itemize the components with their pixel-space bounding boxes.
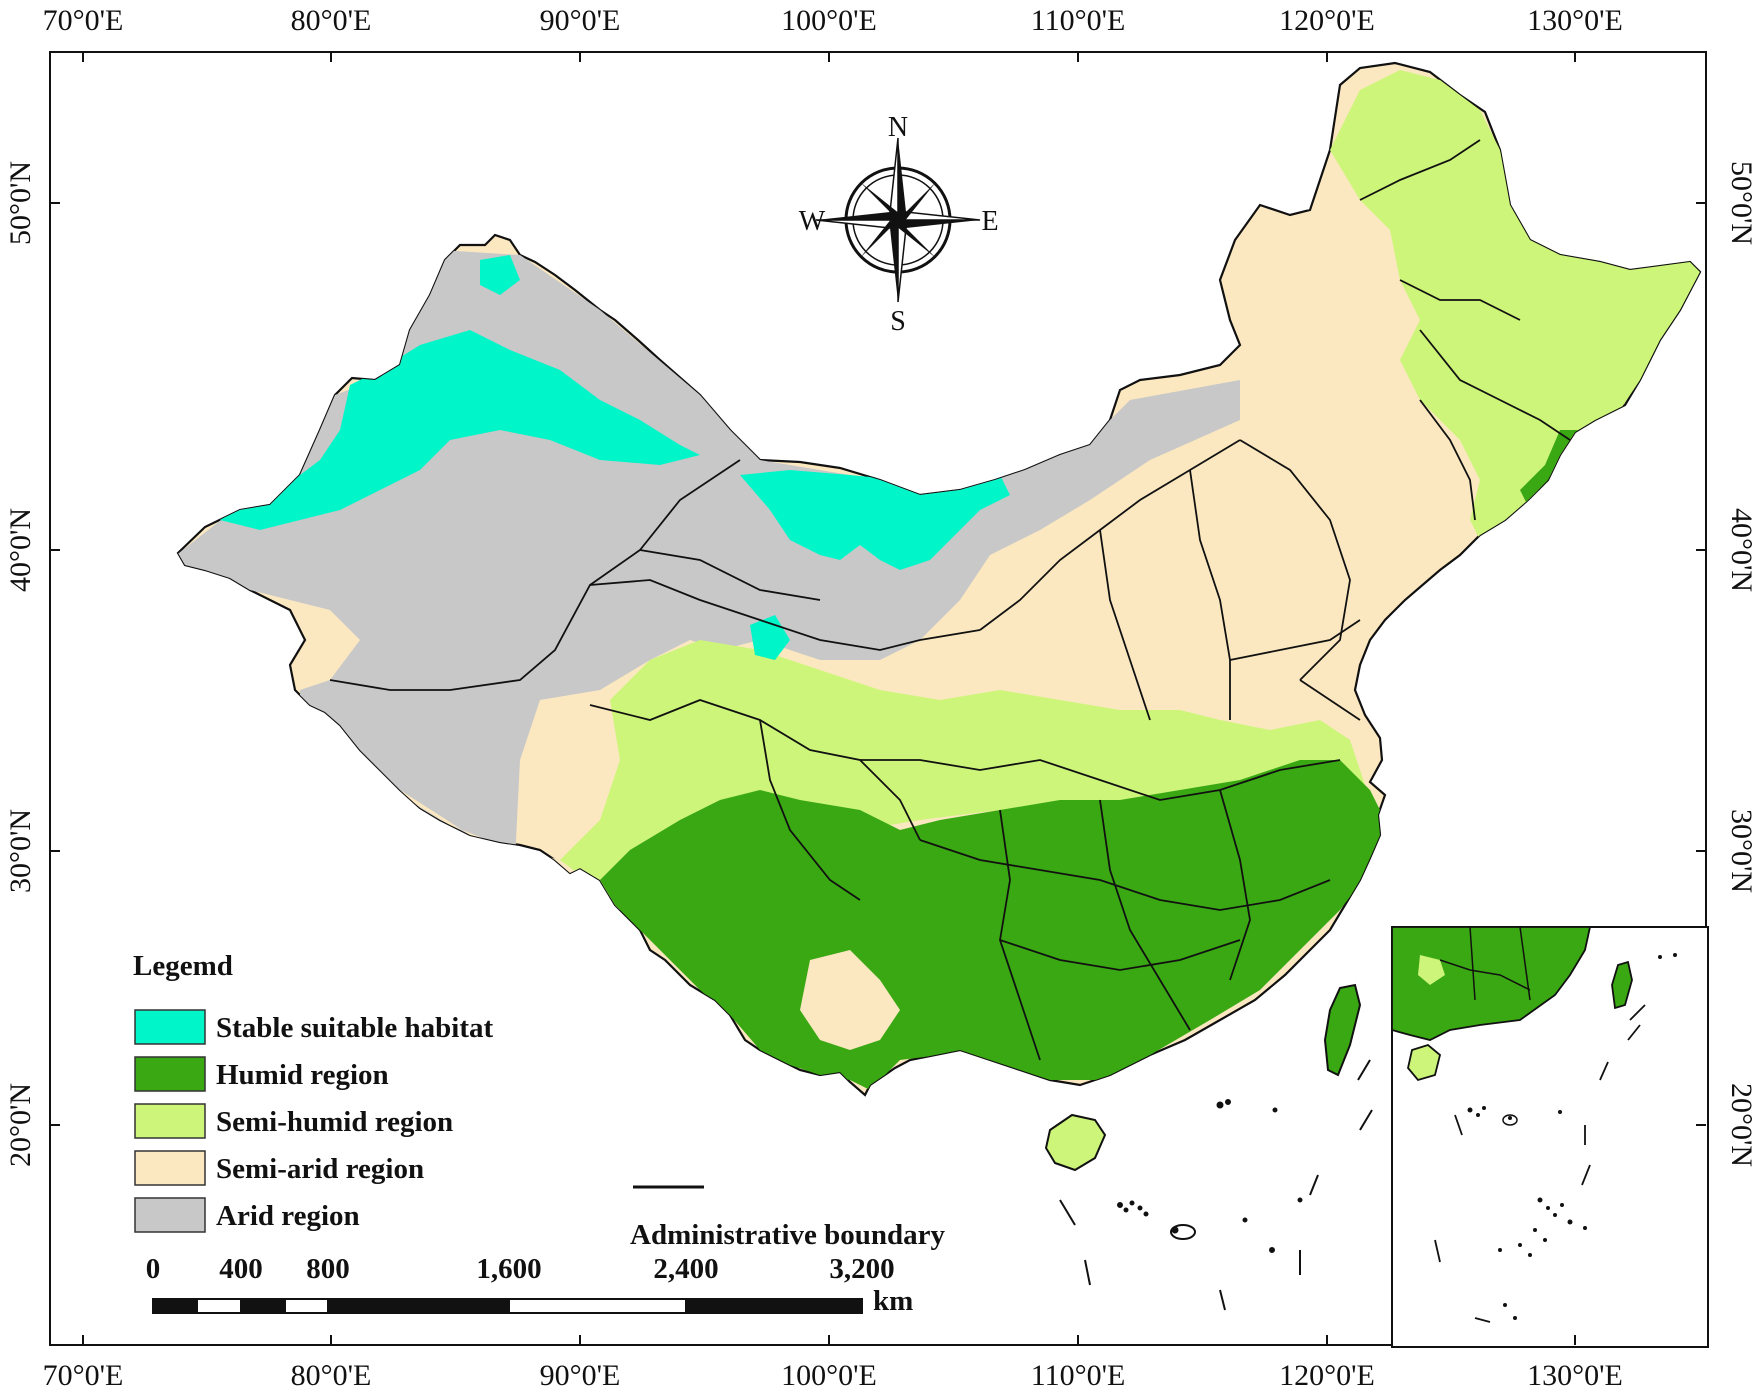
- administrative-boundaries: [329, 139, 1571, 1061]
- lat-label: 20°0'N: [4, 1083, 37, 1167]
- lat-label: 30°0'N: [4, 809, 37, 893]
- latitude-labels-right: 50°0'N 40°0'N 30°0'N 20°0'N: [1696, 161, 1758, 1167]
- semi-humid-region-swatch: [134, 1103, 206, 1139]
- inset-boundaries: [1439, 927, 1531, 1001]
- taiwan-island: [1323, 983, 1362, 1077]
- inset-islands: [1467, 953, 1677, 1320]
- lat-label: 50°0'N: [4, 161, 37, 245]
- scale-label: 3,200: [829, 1253, 894, 1285]
- scale-unit: km: [873, 1285, 913, 1317]
- lon-label: 70°0'E: [43, 1359, 124, 1392]
- lon-label: 130°0'E: [1527, 1359, 1623, 1392]
- longitude-labels-top: 70°0'E 80°0'E 90°0'E 100°0'E 110°0'E 120°0'E 1…: [43, 4, 1623, 62]
- compass-north: N: [888, 112, 908, 143]
- semi-arid-region-swatch: [134, 1150, 206, 1186]
- legend-item-label: Humid region: [216, 1059, 389, 1091]
- stable-habitat-xinjiang: [220, 330, 700, 530]
- scale-label: 800: [306, 1253, 350, 1285]
- lat-label: 20°0'N: [1725, 1083, 1758, 1167]
- compass-west: W: [799, 206, 826, 237]
- scale-labels: 0 400 800 1,600 2,400 3,200: [146, 1253, 895, 1285]
- inset-hainan: [1407, 1043, 1442, 1082]
- lon-label: 120°0'E: [1279, 4, 1375, 37]
- scale-label: 400: [219, 1253, 263, 1285]
- compass-south: S: [890, 306, 906, 337]
- lat-label: 40°0'N: [4, 508, 37, 592]
- legend-item-label: Semi-arid region: [216, 1153, 424, 1185]
- longitude-labels-bottom: 70°0'E 80°0'E 90°0'E 100°0'E 110°0'E 120°0'E 1…: [43, 1335, 1623, 1392]
- scale-segment: [240, 1298, 286, 1314]
- northeast-semi-humid: [1330, 70, 1700, 540]
- scale-label: 2,400: [653, 1253, 718, 1285]
- lon-label: 100°0'E: [781, 1359, 877, 1392]
- scale-segment: [508, 1298, 687, 1314]
- nine-dash-line: [1059, 1059, 1373, 1311]
- boundary-legend-label: Administrative boundary: [630, 1219, 946, 1251]
- inset-map: [1391, 926, 1709, 1348]
- scale-segments: [152, 1298, 863, 1314]
- inset-semi-humid-patch: [1418, 955, 1445, 985]
- legend: Legemd Stable suitable habitat Humid regi…: [133, 950, 946, 1251]
- lon-label: 80°0'E: [291, 4, 372, 37]
- scale-segment: [196, 1298, 242, 1314]
- scale-bar: 0 400 800 1,600 2,400 3,200 km: [146, 1253, 914, 1317]
- scale-segment: [284, 1298, 329, 1314]
- legend-items: Stable suitable habitat Humid region Semi-…: [134, 1009, 493, 1233]
- scale-segment: [152, 1298, 198, 1314]
- latitude-labels-left: 50°0'N 40°0'N 30°0'N 20°0'N: [4, 161, 60, 1167]
- scale-label: 0: [146, 1253, 161, 1285]
- map-body: [176, 61, 1702, 1172]
- lon-label: 100°0'E: [781, 4, 877, 37]
- stable-suitable-habitat-swatch: [134, 1009, 206, 1045]
- inset-nine-dash-line: [1434, 1004, 1646, 1323]
- lon-label: 110°0'E: [1031, 1359, 1126, 1392]
- scale-segment: [685, 1298, 863, 1314]
- region-fills: [178, 70, 1700, 1090]
- lon-label: 90°0'E: [540, 1359, 621, 1392]
- compass-east: E: [981, 206, 998, 237]
- stable-habitat-hexi: [740, 470, 1010, 570]
- stable-habitat-patch: [480, 255, 520, 295]
- legend-item-label: Semi-humid region: [216, 1106, 453, 1138]
- inset-mainland: [1392, 927, 1591, 1041]
- humid-region-area: [600, 760, 1390, 1090]
- lon-label: 130°0'E: [1527, 4, 1623, 37]
- hainan-island: [1044, 1113, 1107, 1172]
- scale-label: 1,600: [476, 1253, 541, 1285]
- lon-label: 90°0'E: [540, 4, 621, 37]
- inset-taiwan: [1611, 960, 1633, 1010]
- yunnan-patch: [800, 950, 900, 1050]
- lat-label: 50°0'N: [1725, 161, 1758, 245]
- legend-title: Legemd: [133, 950, 233, 982]
- legend-item-label: Stable suitable habitat: [216, 1012, 493, 1044]
- lon-label: 80°0'E: [291, 1359, 372, 1392]
- lon-label: 120°0'E: [1279, 1359, 1375, 1392]
- lon-label: 110°0'E: [1031, 4, 1126, 37]
- arid-region-swatch: [134, 1197, 206, 1233]
- lat-label: 40°0'N: [1725, 508, 1758, 592]
- lat-label: 30°0'N: [1725, 809, 1758, 893]
- legend-item-label: Arid region: [216, 1200, 360, 1232]
- lon-label: 70°0'E: [43, 4, 124, 37]
- compass-rose: N S E W: [799, 112, 999, 337]
- south-sea-islands: [1117, 1099, 1303, 1253]
- scale-segment: [327, 1298, 510, 1314]
- humid-region-swatch: [134, 1056, 206, 1092]
